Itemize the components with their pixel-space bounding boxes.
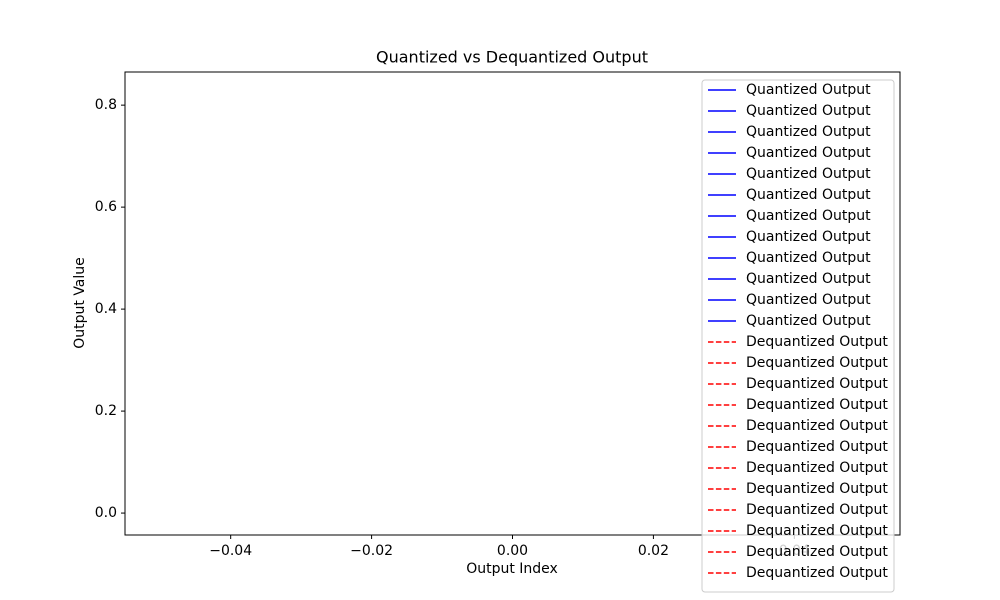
- legend-label: Quantized Output: [746, 124, 871, 140]
- chart-title: Quantized vs Dequantized Output: [376, 48, 648, 67]
- legend-label: Dequantized Output: [746, 565, 888, 581]
- legend-label: Quantized Output: [746, 292, 871, 308]
- y-tick-label: 0.0: [95, 505, 117, 521]
- legend-label: Quantized Output: [746, 187, 871, 203]
- x-tick-label: 0.00: [497, 543, 528, 559]
- y-tick-label: 0.4: [95, 301, 117, 317]
- x-tick-label: −0.04: [209, 543, 252, 559]
- x-tick-label: −0.02: [350, 543, 393, 559]
- legend-label: Quantized Output: [746, 313, 871, 329]
- legend-label: Dequantized Output: [746, 418, 888, 434]
- legend-label: Quantized Output: [746, 145, 871, 161]
- legend-label: Dequantized Output: [746, 523, 888, 539]
- legend-label: Dequantized Output: [746, 334, 888, 350]
- legend-label: Quantized Output: [746, 208, 871, 224]
- y-tick-label: 0.2: [95, 403, 117, 419]
- legend-label: Dequantized Output: [746, 397, 888, 413]
- legend: Quantized Output Quantized Output Quantize…: [701, 79, 895, 593]
- legend-label: Dequantized Output: [746, 481, 888, 497]
- legend-label: Dequantized Output: [746, 355, 888, 371]
- legend-label: Quantized Output: [746, 82, 871, 98]
- legend-box: [701, 79, 895, 593]
- legend-label: Dequantized Output: [746, 502, 888, 518]
- y-axis-label: Output Value: [72, 257, 88, 349]
- legend-label: Quantized Output: [746, 229, 871, 245]
- y-tick-label: 0.8: [95, 97, 117, 113]
- legend-label: Quantized Output: [746, 271, 871, 287]
- x-tick-label: 0.02: [638, 543, 669, 559]
- legend-label: Dequantized Output: [746, 460, 888, 476]
- legend-label: Dequantized Output: [746, 439, 888, 455]
- y-tick-label: 0.6: [95, 199, 117, 215]
- legend-label: Quantized Output: [746, 250, 871, 266]
- legend-label: Dequantized Output: [746, 376, 888, 392]
- legend-label: Dequantized Output: [746, 544, 888, 560]
- legend-label: Quantized Output: [746, 103, 871, 119]
- legend-label: Quantized Output: [746, 166, 871, 182]
- x-axis-label: Output Index: [466, 561, 558, 577]
